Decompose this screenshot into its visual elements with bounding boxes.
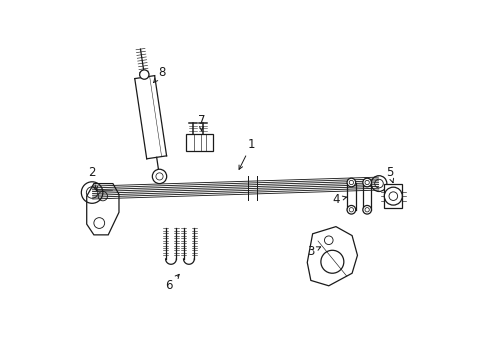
Text: 8: 8 (153, 66, 165, 82)
Circle shape (362, 178, 371, 187)
Text: 2: 2 (88, 166, 97, 190)
Bar (384, 184, 402, 208)
Text: 4: 4 (331, 193, 346, 206)
Text: 6: 6 (165, 274, 179, 292)
Circle shape (384, 187, 402, 205)
Circle shape (346, 206, 355, 214)
Text: 7: 7 (197, 114, 205, 131)
Circle shape (346, 178, 355, 187)
Circle shape (362, 206, 371, 214)
Bar (186, 134, 213, 151)
Text: 1: 1 (239, 138, 255, 169)
Circle shape (140, 70, 149, 79)
Text: 3: 3 (306, 245, 320, 258)
Circle shape (152, 169, 166, 184)
Text: 5: 5 (385, 166, 393, 183)
